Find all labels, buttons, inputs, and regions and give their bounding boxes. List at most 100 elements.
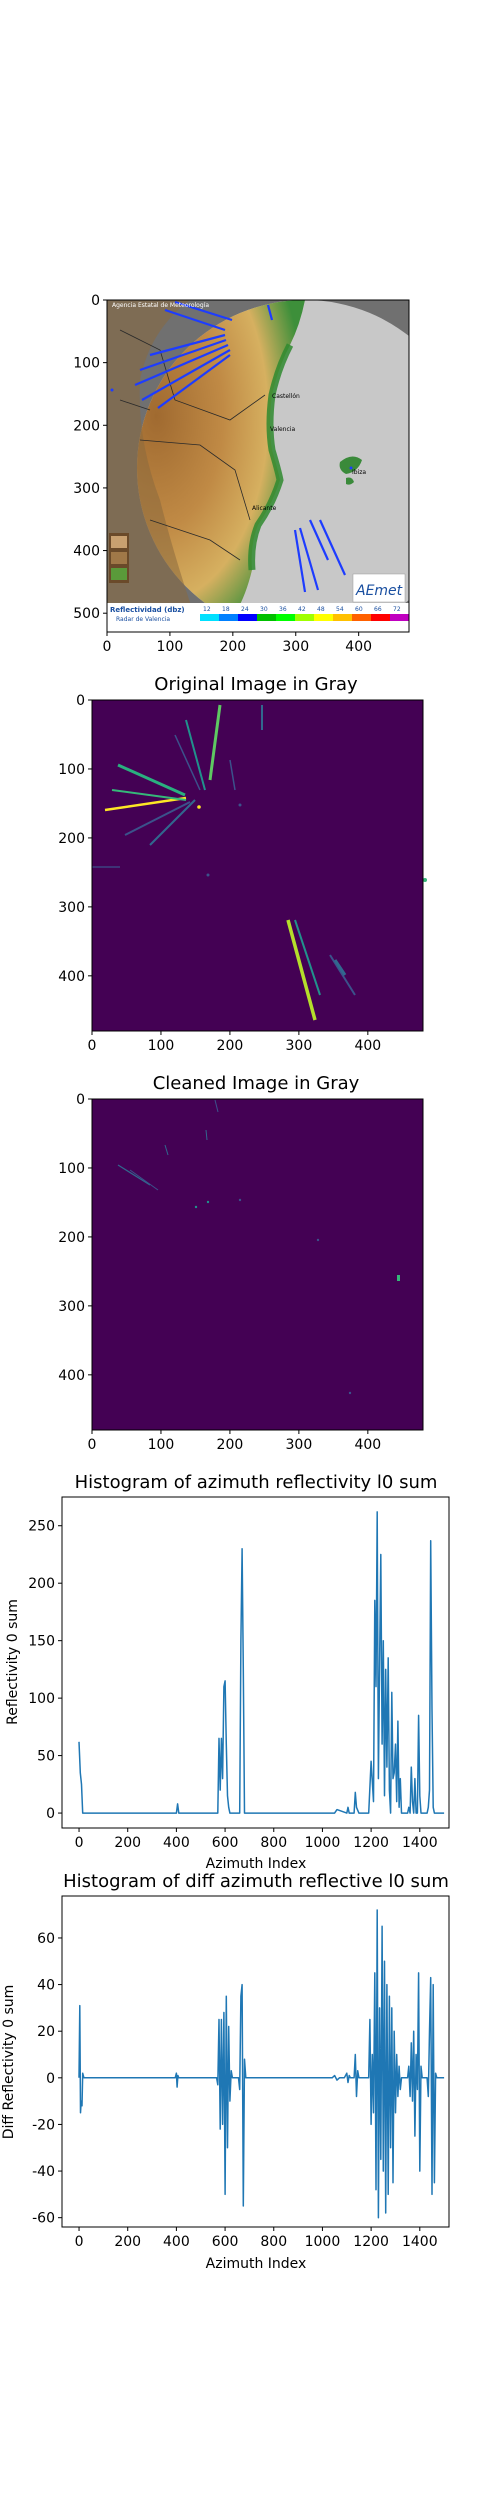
y-tick-label: 100: [73, 356, 100, 372]
x-tick-label: 1200: [353, 1835, 389, 1851]
y-tick-label: 250: [28, 1519, 55, 1535]
x-tick-label: 1000: [305, 1835, 341, 1851]
series-line: [78, 1511, 445, 1814]
y-tick-label: 40: [37, 1978, 55, 1994]
y-tick-label: 0: [91, 293, 100, 309]
y-tick-label: 0: [46, 2071, 55, 2087]
radar-echoes: [134, 300, 347, 593]
x-tick-label: 0: [88, 1038, 97, 1054]
x-tick-label: 100: [157, 639, 184, 655]
legend-swatch: [238, 614, 257, 621]
x-tick-label: 600: [212, 1835, 239, 1851]
radar-panel: Castellón Valencia Alicante Ibiza Agenci…: [73, 293, 410, 655]
y-tick-label: 100: [58, 762, 85, 778]
x-tick-label: 0: [75, 1835, 84, 1851]
x-tick-label: 400: [354, 1437, 381, 1453]
cleaned-image: [92, 1099, 423, 1430]
x-tick-label: 1200: [353, 2234, 389, 2250]
elevation-legend-band: [111, 568, 127, 580]
x-tick-label: 200: [219, 639, 246, 655]
original-image: [92, 700, 423, 1031]
y-tick-label: 0: [76, 1092, 85, 1108]
y-tick-label: 200: [58, 831, 85, 847]
y-tick-label: -40: [32, 2164, 55, 2180]
city-label: Alicante: [252, 505, 277, 512]
x-tick-label: 300: [282, 639, 309, 655]
y-tick-label: 20: [37, 2024, 55, 2040]
y-tick-label: 50: [37, 1749, 55, 1765]
cleaned-frame: [91, 1098, 424, 1431]
chart1-content: 0 200 400 600 800 1000 1200 1400 0 50 100 150 200 250: [28, 1511, 445, 1851]
x-tick-label: 100: [148, 1038, 175, 1054]
x-tick-label: 800: [260, 1835, 287, 1851]
chart2-ylabel: Diff Reflectivity 0 sum: [1, 1985, 17, 2140]
y-tick-label: 300: [73, 481, 100, 497]
x-tick-label: 200: [217, 1038, 244, 1054]
legend-value: 72: [393, 606, 401, 613]
y-tick-label: -20: [32, 2117, 55, 2133]
legend-swatch: [257, 614, 276, 621]
y-tick-label: 200: [73, 418, 100, 434]
legend-swatch: [276, 614, 295, 621]
legend-value: 24: [241, 606, 249, 613]
x-tick-label: 400: [163, 1835, 190, 1851]
chart2-content: 0 200 400 600 800 1000 1200 1400 -60 -40 -20 0 20 40 6…: [32, 1909, 445, 2250]
aemet-logo-text: AEmet: [355, 583, 403, 599]
radar-echo-dot: [110, 388, 114, 392]
legend-swatch: [219, 614, 238, 621]
city-label: Castellón: [272, 393, 300, 400]
legend-swatch: [295, 614, 314, 621]
legend-value: 48: [317, 606, 325, 613]
legend-value: 60: [355, 606, 363, 613]
legend-swatch: [390, 614, 409, 621]
radar-axes: 0 100 200 300 400 0 100 200 300 400 500: [73, 293, 372, 655]
original-title: Original Image in Gray: [154, 674, 358, 695]
legend-value: 36: [279, 606, 287, 613]
x-tick-label: 400: [345, 639, 372, 655]
legend-swatch: [333, 614, 352, 621]
agency-header: Agencia Estatal de Meteorología: [112, 302, 209, 309]
original-frame: [91, 699, 424, 1032]
x-tick-label: 1400: [402, 1835, 438, 1851]
legend-swatch: [314, 614, 333, 621]
y-tick-label: 200: [28, 1576, 55, 1592]
y-tick-label: 300: [58, 900, 85, 916]
cleaned-panel: Cleaned Image in Gray 0 100 200 300 400 0 100 2…: [58, 1073, 424, 1453]
original-panel: Original Image in Gray 0 100 200 300 400 0 100…: [58, 674, 427, 1054]
y-tick-label: -60: [32, 2211, 55, 2227]
chart2-xlabel: Azimuth Index: [206, 2256, 307, 2272]
x-tick-label: 200: [114, 1835, 141, 1851]
legend-swatch: [352, 614, 371, 621]
chart1-xlabel: Azimuth Index: [206, 1856, 307, 1872]
reflectivity-legend-title: Reflectividad (dbz): [110, 606, 185, 614]
chart1-title: Histogram of azimuth reflectivity l0 sum: [75, 1472, 438, 1493]
radar-echo-dot: [349, 466, 353, 470]
y-tick-label: 0: [76, 693, 85, 709]
city-label: Ibiza: [352, 469, 366, 476]
elevation-legend-band: [111, 552, 127, 564]
original-axes: 0 100 200 300 400 0 100 200 300 400: [58, 693, 381, 1054]
island-ibiza: [339, 456, 362, 474]
x-tick-label: 200: [114, 2234, 141, 2250]
y-tick-label: 400: [58, 1368, 85, 1384]
x-tick-label: 0: [88, 1437, 97, 1453]
cleaned-axes: 0 100 200 300 400 0 100 200 300 400: [58, 1092, 381, 1453]
x-tick-label: 400: [163, 2234, 190, 2250]
chart2-title: Histogram of diff azimuth reflective l0 …: [63, 1871, 449, 1892]
y-tick-label: 500: [73, 606, 100, 622]
y-tick-label: 60: [37, 1931, 55, 1947]
island-formentera: [346, 477, 354, 485]
x-tick-label: 300: [286, 1437, 313, 1453]
legend-value: 54: [336, 606, 344, 613]
land-outside-coverage: [107, 300, 200, 632]
x-tick-label: 0: [75, 2234, 84, 2250]
reflectivity-sum-chart: Histogram of azimuth reflectivity l0 sum…: [5, 1472, 450, 1872]
legend-swatch: [371, 614, 390, 621]
y-tick-label: 400: [58, 969, 85, 985]
legend-value: 18: [222, 606, 230, 613]
coastline: [248, 343, 294, 571]
city-label: Valencia: [270, 426, 295, 433]
legend-swatch: [200, 614, 219, 621]
legend-value: 66: [374, 606, 382, 613]
aemet-logo: [352, 573, 406, 603]
